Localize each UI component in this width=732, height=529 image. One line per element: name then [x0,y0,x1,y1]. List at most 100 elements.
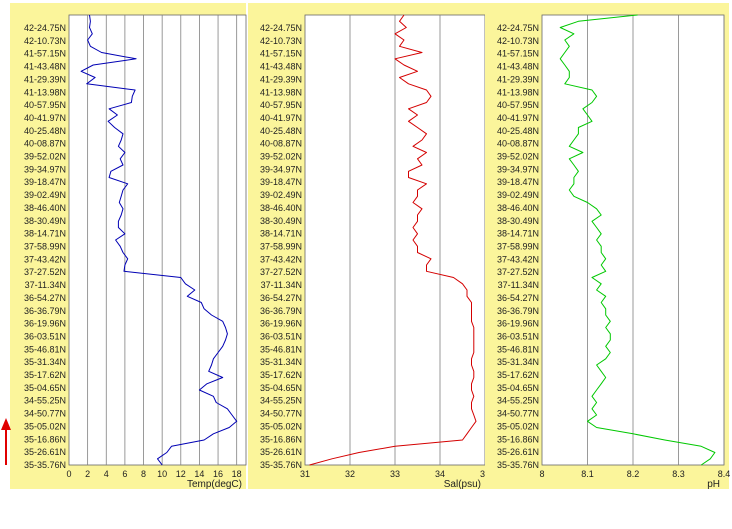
y-tick-label: 39-52.02N [260,152,302,162]
series-line-1 [309,14,477,466]
y-tick-label: 39-52.02N [497,152,539,162]
y-tick-label: 35-16.86N [497,434,539,444]
y-tick-label: 38-30.49N [24,216,66,226]
y-tick-label: 35-05.02N [24,421,66,431]
y-tick-label: 35-17.62N [497,370,539,380]
y-tick-label: 40-25.48N [497,126,539,136]
y-tick-label: 39-02.49N [24,190,66,200]
y-tick-label: 42-10.73N [497,36,539,46]
x-tick-label: 8 [539,469,544,479]
y-tick-label: 40-08.87N [260,139,302,149]
y-tick-label: 39-02.49N [260,190,302,200]
y-tick-label: 40-08.87N [497,139,539,149]
y-tick-label: 36-54.27N [24,293,66,303]
y-tick-label: 40-41.97N [260,113,302,123]
y-tick-label: 42-10.73N [24,36,66,46]
x-tick-label: 34 [435,469,445,479]
y-tick-label: 36-36.79N [24,306,66,316]
y-tick-label: 39-34.97N [24,164,66,174]
y-tick-label: 39-02.49N [497,190,539,200]
y-tick-label: 37-43.42N [497,254,539,264]
y-tick-label: 38-14.71N [260,229,302,239]
x-axis-label: pH [707,479,720,490]
x-tick-label: 32 [345,469,355,479]
y-tick-label: 34-50.77N [24,409,66,419]
y-tick-label: 40-41.97N [24,113,66,123]
y-tick-label: 40-57.95N [260,100,302,110]
x-tick-label: 8.4 [718,469,731,479]
x-tick-label: 4 [104,469,109,479]
y-tick-label: 34-55.25N [497,396,539,406]
y-tick-label: 36-19.96N [24,319,66,329]
x-tick-label: 0 [66,469,71,479]
y-tick-label: 36-03.51N [24,331,66,341]
y-tick-label: 35-04.65N [260,383,302,393]
y-tick-label: 42-10.73N [260,36,302,46]
y-tick-label: 36-19.96N [497,319,539,329]
y-tick-label: 34-55.25N [260,396,302,406]
y-tick-label: 36-36.79N [497,306,539,316]
x-tick-label: 8.1 [581,469,594,479]
y-tick-label: 36-03.51N [260,331,302,341]
y-tick-label: 41-29.39N [260,74,302,84]
y-tick-label: 36-54.27N [497,293,539,303]
y-tick-label: 34-50.77N [260,409,302,419]
y-tick-label: 37-11.34N [498,280,539,290]
x-tick-label: 8 [141,469,146,479]
y-tick-label: 42-24.75N [260,23,302,33]
y-tick-label: 35-04.65N [497,383,539,393]
y-tick-label: 38-46.40N [497,203,539,213]
y-tick-label: 35-46.81N [497,344,539,354]
x-axis-label: Temp(degC) [187,479,242,490]
y-tick-label: 35-26.61N [24,447,66,457]
y-tick-label: 40-08.87N [24,139,66,149]
y-tick-label: 38-14.71N [24,229,66,239]
y-tick-label: 39-18.47N [497,177,539,187]
y-tick-label: 41-43.48N [24,62,66,72]
y-tick-label: 35-16.86N [24,434,66,444]
y-tick-label: 35-05.02N [497,421,539,431]
y-tick-label: 40-57.95N [497,100,539,110]
plot-area [68,14,247,466]
arrow-head [1,418,11,430]
y-tick-label: 37-58.99N [260,242,302,252]
y-tick-label: 40-25.48N [24,126,66,136]
y-tick-label: 41-13.98N [497,87,539,97]
x-tick-label: 31 [300,469,310,479]
y-tick-label: 35-31.34N [260,357,302,367]
y-tick-label: 38-46.40N [260,203,302,213]
x-tick-label: 16 [213,469,223,479]
y-tick-label: 39-18.47N [260,177,302,187]
y-tick-label: 41-13.98N [260,87,302,97]
y-tick-label: 35-31.34N [24,357,66,367]
y-tick-label: 35-16.86N [260,434,302,444]
y-tick-label: 35-35.76N [24,460,66,470]
y-tick-label: 37-43.42N [260,254,302,264]
y-tick-label: 41-57.15N [497,49,539,59]
chart-panel-3: 8 8.1 8.2 8.3 8.4pH 42-24.75N 42-10.73N 41-57.1… [485,3,730,490]
y-tick-label: 37-11.34N [261,280,302,290]
chart-panel-2: 3132333435Sal(psu)42-24.75N42-10.73N41-5… [248,3,490,490]
y-tick-label: 41-57.15N [24,49,66,59]
y-tick-label: 36-03.51N [497,331,539,341]
y-tick-label: 35-35.76N [497,460,539,470]
y-tick-label: 38-14.71N [497,229,539,239]
y-tick-label: 35-17.62N [24,370,66,380]
y-tick-label: 42-24.75N [24,23,66,33]
x-axis-label: Sal(psu) [444,479,481,490]
y-tick-label: 41-29.39N [497,74,539,84]
x-tick-label: 18 [232,469,242,479]
y-tick-label: 40-57.95N [24,100,66,110]
direction-arrow-icon [1,418,11,465]
y-tick-label: 37-43.42N [24,254,66,264]
y-tick-label: 36-19.96N [260,319,302,329]
y-tick-label: 39-18.47N [24,177,66,187]
y-tick-label: 40-25.48N [260,126,302,136]
y-tick-label: 40-41.97N [497,113,539,123]
y-tick-label: 39-34.97N [260,164,302,174]
y-tick-label: 36-36.79N [260,306,302,316]
y-tick-label: 37-27.52N [260,267,302,277]
x-tick-label: 6 [122,469,127,479]
